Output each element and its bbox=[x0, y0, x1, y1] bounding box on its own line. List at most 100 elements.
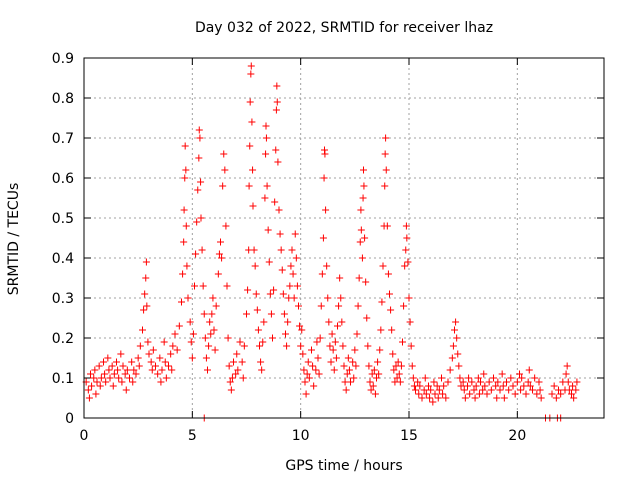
data-point bbox=[232, 370, 240, 378]
data-point bbox=[344, 354, 352, 362]
data-point bbox=[90, 374, 98, 382]
data-point bbox=[367, 386, 375, 394]
x-tick-label: 20 bbox=[508, 428, 526, 444]
x-tick-label: 5 bbox=[188, 428, 197, 444]
data-point bbox=[304, 358, 312, 366]
data-point bbox=[212, 302, 220, 310]
data-point bbox=[226, 378, 234, 386]
data-point bbox=[266, 290, 274, 298]
data-point bbox=[370, 366, 378, 374]
data-point bbox=[393, 374, 401, 382]
data-point bbox=[573, 378, 581, 386]
data-point bbox=[535, 378, 543, 386]
x-tick-label: 15 bbox=[400, 428, 418, 444]
data-point bbox=[228, 374, 236, 382]
data-point bbox=[283, 342, 291, 350]
data-point bbox=[439, 390, 447, 398]
data-point bbox=[402, 246, 410, 254]
data-point bbox=[222, 222, 230, 230]
data-point bbox=[335, 302, 343, 310]
data-point bbox=[324, 294, 332, 302]
data-point bbox=[316, 334, 324, 342]
data-point bbox=[487, 386, 495, 394]
data-point bbox=[438, 374, 445, 382]
data-point bbox=[321, 150, 329, 158]
data-point bbox=[110, 370, 118, 378]
data-point bbox=[477, 378, 484, 386]
data-point bbox=[249, 202, 257, 210]
data-point bbox=[115, 374, 123, 382]
data-point bbox=[192, 250, 200, 258]
data-point bbox=[210, 326, 218, 334]
data-point bbox=[197, 178, 205, 186]
data-point bbox=[366, 378, 374, 386]
data-point bbox=[223, 282, 231, 290]
data-point bbox=[295, 302, 302, 310]
data-point bbox=[442, 394, 450, 402]
data-point bbox=[466, 390, 474, 398]
data-point bbox=[279, 290, 287, 298]
x-axis-label: GPS time / hours bbox=[285, 458, 402, 474]
data-point bbox=[186, 318, 194, 326]
data-point bbox=[139, 326, 146, 334]
data-point bbox=[468, 378, 476, 386]
data-point bbox=[85, 394, 93, 402]
data-point bbox=[181, 174, 189, 182]
data-point bbox=[248, 118, 256, 126]
data-point bbox=[262, 134, 270, 142]
data-point bbox=[253, 306, 261, 314]
data-point bbox=[564, 378, 572, 386]
data-point bbox=[406, 318, 414, 326]
data-point bbox=[220, 150, 228, 158]
data-point bbox=[384, 270, 392, 278]
data-point bbox=[280, 310, 288, 318]
data-point bbox=[162, 374, 170, 382]
data-point bbox=[349, 358, 357, 366]
data-point bbox=[427, 386, 435, 394]
data-point bbox=[326, 342, 334, 350]
data-point bbox=[209, 294, 217, 302]
data-point bbox=[414, 378, 422, 386]
data-point bbox=[368, 370, 376, 378]
data-point bbox=[173, 346, 181, 354]
data-point bbox=[394, 358, 402, 366]
data-point bbox=[145, 350, 153, 358]
data-point bbox=[479, 386, 487, 394]
data-point bbox=[449, 342, 457, 350]
data-point bbox=[101, 370, 109, 378]
data-point bbox=[270, 286, 278, 294]
data-point bbox=[165, 362, 172, 370]
y-tick-label: 0.3 bbox=[52, 291, 74, 307]
data-point bbox=[475, 390, 483, 398]
data-point bbox=[288, 246, 296, 254]
data-point bbox=[325, 318, 333, 326]
data-point bbox=[369, 382, 377, 390]
data-point bbox=[230, 358, 237, 366]
data-point bbox=[134, 354, 142, 362]
data-point bbox=[331, 338, 339, 346]
data-point bbox=[221, 166, 229, 174]
data-point bbox=[299, 350, 307, 358]
data-point bbox=[211, 346, 219, 354]
data-point bbox=[529, 386, 536, 394]
data-point bbox=[430, 378, 438, 386]
data-point bbox=[109, 382, 117, 390]
data-point bbox=[399, 338, 406, 346]
data-point bbox=[404, 258, 412, 266]
data-point bbox=[362, 278, 370, 286]
data-point bbox=[194, 186, 202, 194]
data-point bbox=[273, 82, 281, 90]
data-point bbox=[377, 326, 385, 334]
data-point bbox=[440, 382, 448, 390]
data-point bbox=[401, 262, 409, 270]
data-point bbox=[148, 366, 156, 374]
data-point bbox=[227, 386, 235, 394]
data-point bbox=[252, 290, 260, 298]
data-point bbox=[500, 394, 508, 402]
data-point bbox=[168, 366, 176, 374]
y-tick-label: 0 bbox=[65, 411, 74, 427]
data-point bbox=[509, 382, 517, 390]
data-point bbox=[403, 234, 411, 242]
data-point bbox=[517, 386, 525, 394]
